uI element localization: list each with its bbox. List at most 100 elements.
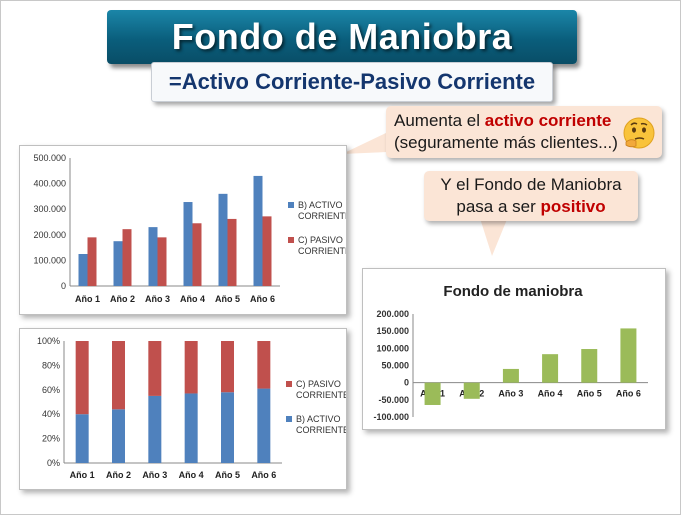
y-tick-label: 0% [47,458,60,468]
callout-pointer-1 [342,132,388,154]
bar [148,227,158,286]
legend-label: B) ACTIVO [296,414,341,424]
legend-swatch [286,416,292,422]
chart-fondo-maniobra: Fondo de maniobra 200.000 150.000 100.000 50… [373,283,648,422]
bar-activo [221,392,234,463]
callout-2-line-2: pasa a ser positivo [434,196,628,218]
bar [87,237,97,286]
bar-pasivo [75,341,89,415]
formula-text: =Activo Corriente-Pasivo Corriente [168,69,536,94]
x-tick-label: Año 4 [180,294,205,304]
y-tick-label: 0 [61,281,66,291]
bar-activo [184,393,198,463]
thinking-face-icon [623,117,655,149]
x-tick-label: Año 6 [616,389,641,399]
y-tick-label: 20% [42,434,60,444]
y-tick-label: 150.000 [376,326,409,336]
y-tick-label: -100.000 [373,412,409,422]
x-tick-label: Año 4 [538,389,563,399]
legend-label: CORRIENTE [298,211,346,221]
y-tick-label: 0 [404,378,409,388]
formula-box: =Activo Corriente-Pasivo Corriente [151,62,553,102]
bar-pasivo [112,341,125,410]
x-tick-label: Año 3 [145,294,170,304]
legend-label: CORRIENTE [296,425,346,435]
legend-label: C) PASIVO [296,379,341,389]
y-tick-label: 300.000 [33,204,66,214]
chart-title: Fondo de maniobra [443,283,583,300]
y-tick-label: 200.000 [33,230,66,240]
legend-label: C) PASIVO [298,235,343,245]
x-tick-label: Año 4 [179,470,204,480]
x-tick-label: Año 3 [498,389,523,399]
bar [192,223,202,286]
bar-activo [75,414,89,463]
x-tick-label: Año 6 [250,294,275,304]
bar-activo [148,395,162,463]
x-tick-label: Año 2 [110,294,135,304]
legend-label: CORRIENTE [298,246,346,256]
bar [542,354,559,383]
bar-activo [112,409,125,463]
x-tick-label: Año 1 [70,470,95,480]
callout-activo: Aumenta el activo corriente (seguramente… [386,106,662,158]
bar [218,193,228,286]
x-tick-label: Año 5 [215,294,240,304]
callout-1-line-1: Aumenta el activo corriente [394,110,654,132]
callout-positivo: Y el Fondo de Maniobra pasa a ser positi… [424,171,638,221]
x-tick-label: Año 2 [106,470,131,480]
y-tick-label: 200.000 [376,309,409,319]
callout-pointer-2 [478,212,510,256]
bar [113,241,123,286]
x-tick-label: Año 1 [75,294,100,304]
y-tick-label: 80% [42,360,60,370]
y-tick-label: -50.000 [378,395,409,405]
bar [253,175,263,286]
chart-percent-stacked: 100% 80% 60% 40% 20% 0% Año 1 Año 2 Año 3 Año 4 Añ… [37,336,349,480]
bar [157,237,167,286]
y-tick-label: 60% [42,385,60,395]
y-tick-label: 100% [37,336,60,346]
callout-1-highlight: activo corriente [484,111,612,130]
bar [463,382,480,399]
bar [620,328,637,383]
bar [227,218,237,286]
bar [581,349,598,383]
callout-1-line-2: (seguramente más clientes...) [394,133,618,152]
y-tick-label: 500.000 [33,153,66,163]
bar-pasivo [221,341,234,393]
y-tick-label: 50.000 [381,361,409,371]
legend-swatch [288,237,294,243]
y-tick-label: 40% [42,409,60,419]
y-tick-label: 400.000 [33,179,66,189]
bar [78,254,88,286]
callout-2-pre: pasa a ser [456,197,541,216]
callout-2-highlight: positivo [540,197,606,216]
legend-label: B) ACTIVO [298,200,343,210]
chart-fondo-box: Fondo de maniobra 200.000 150.000 100.000 50… [362,268,666,430]
bar-pasivo [257,341,271,389]
bar [502,368,519,383]
x-tick-label: Año 6 [251,470,276,480]
bar [122,229,132,286]
bar-activo [257,388,271,463]
bar-pasivo [184,341,198,394]
x-tick-label: Año 5 [215,470,240,480]
bar [183,202,193,286]
callout-2-line-1: Y el Fondo de Maniobra [440,175,622,194]
y-tick-label: 100.000 [376,343,409,353]
legend-swatch [288,202,294,208]
bar [424,382,441,405]
legend-label: CORRIENTE [296,390,346,400]
legend-swatch [286,381,292,387]
callout-1-pre: Aumenta el [394,111,485,130]
chart-activo-pasivo-box: 500.000 400.000 300.000 200.000 100.000 0 Año … [19,145,351,315]
chart-activo-pasivo: 500.000 400.000 300.000 200.000 100.000 0 Año … [33,153,351,304]
bar-pasivo [148,341,162,396]
y-tick-label: 100.000 [33,255,66,265]
chart-percent-box: 100% 80% 60% 40% 20% 0% Año 1 Año 2 Año 3 Año 4 Añ… [19,328,349,490]
slide-title: Fondo de Maniobra [171,16,513,57]
x-tick-label: Año 3 [142,470,167,480]
title-banner: Fondo de Maniobra [107,10,577,64]
x-tick-label: Año 5 [577,389,602,399]
